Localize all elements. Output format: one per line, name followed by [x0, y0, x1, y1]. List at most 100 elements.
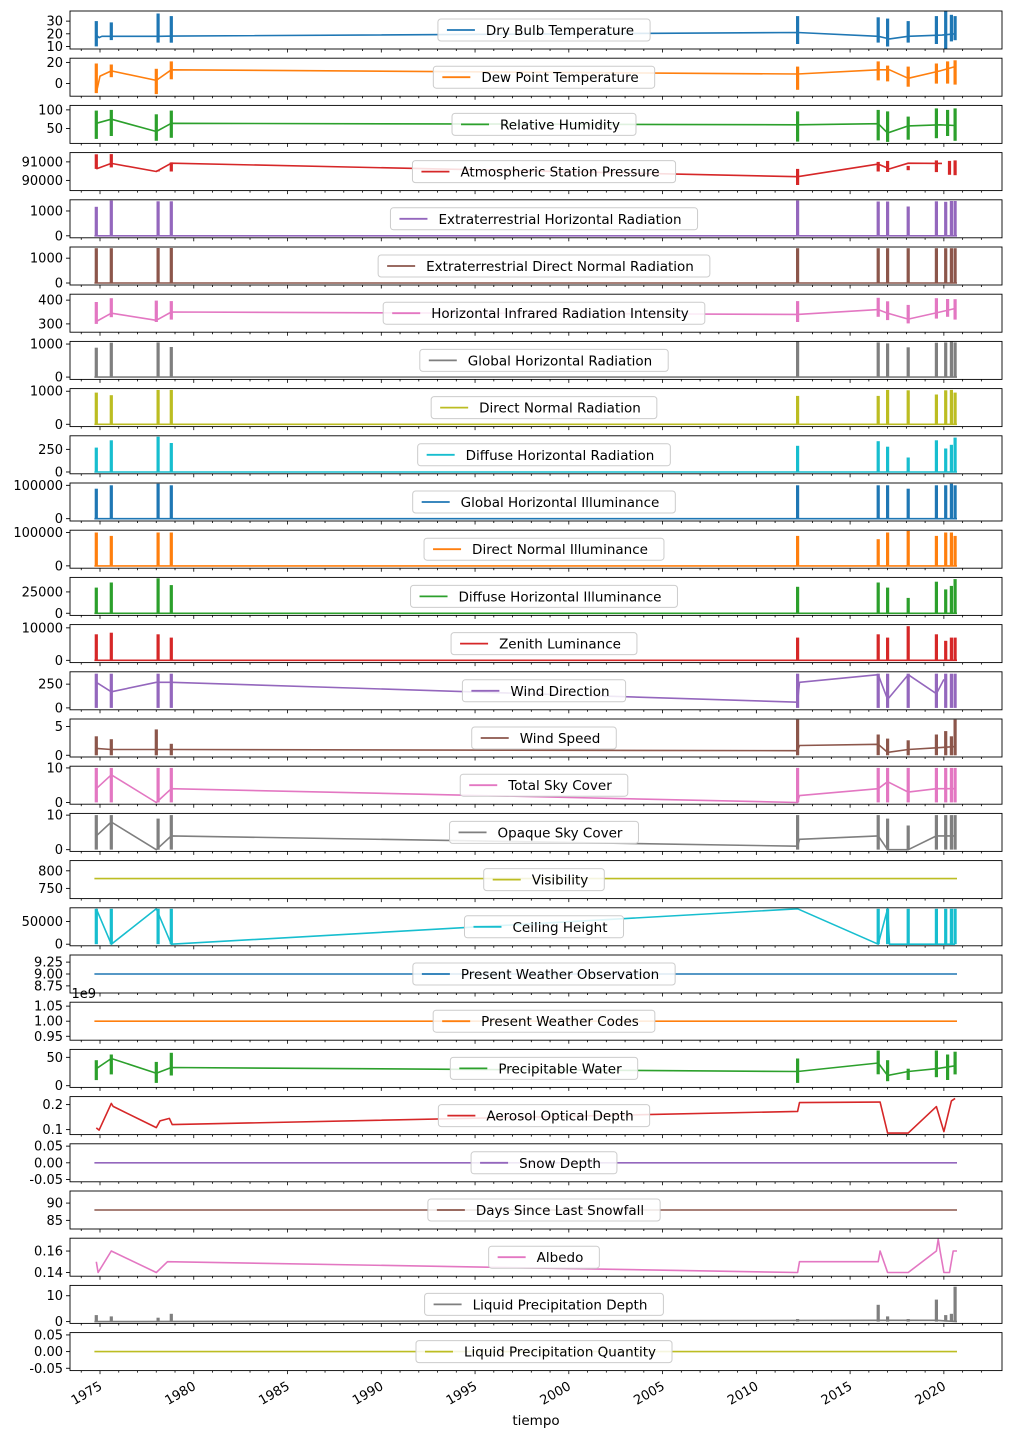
data-spike [934, 634, 938, 661]
data-spike [796, 445, 800, 472]
data-spike [796, 111, 800, 142]
y-tick-label: 0 [55, 559, 63, 574]
data-spike [169, 110, 173, 138]
data-spike [94, 447, 98, 472]
data-spike [169, 673, 173, 708]
subplot-20: 9.259.008.75 Present Weather Observation [34, 954, 1003, 997]
data-spike [876, 734, 880, 756]
plot-area [94, 341, 957, 378]
legend-label: Aerosol Optical Depth [486, 1109, 633, 1125]
y-tick-label: 800 [38, 864, 63, 879]
data-spike [876, 109, 880, 141]
data-spike [154, 68, 158, 95]
y-tick-label: 50 [46, 122, 63, 137]
data-spike [906, 304, 910, 324]
data-spike [906, 347, 910, 377]
data-spike [796, 301, 800, 322]
legend: Precipitable Water [449, 1056, 639, 1080]
y-tick-label: 0.1 [42, 1123, 63, 1138]
legend: Horizontal Infrared Radiation Intensity [382, 301, 706, 325]
data-spike [934, 673, 938, 708]
y-tick-label: 0 [55, 1079, 63, 1094]
data-spike [934, 394, 938, 425]
plot-area [95, 1238, 957, 1274]
y-tick-label: 1.00 [34, 1015, 63, 1030]
y-tick-label: 0 [55, 749, 63, 764]
data-spike [906, 457, 910, 472]
data-spike [906, 21, 910, 43]
data-spike [156, 673, 160, 708]
data-spike [934, 298, 938, 319]
y-tick-label: 100000 [13, 479, 63, 494]
legend: Opaque Sky Cover [449, 820, 639, 844]
data-spike [169, 485, 173, 519]
data-spike [876, 1304, 880, 1322]
data-spike [94, 587, 98, 614]
data-spike [156, 532, 160, 566]
data-spike [946, 1054, 950, 1080]
y-tick-label: 30 [46, 15, 63, 30]
data-spike [953, 1286, 957, 1322]
data-spike [169, 1313, 173, 1322]
subplot-frame [69, 482, 1003, 522]
data-spike [886, 673, 890, 708]
data-spike [796, 637, 800, 661]
data-spike [934, 767, 938, 803]
data-spike [953, 160, 957, 176]
data-spike [94, 1060, 98, 1081]
legend-label: Diffuse Horizontal Illuminance [459, 589, 662, 605]
data-spike [934, 16, 938, 44]
data-spike [876, 297, 880, 317]
data-spike [876, 342, 880, 378]
series-line [95, 307, 956, 323]
subplot-8: 1000 0 Direct Normal Radiation [30, 385, 1003, 433]
y-tick-label: 0.16 [34, 1245, 63, 1260]
data-spike [944, 201, 948, 236]
data-spike [876, 767, 880, 803]
y-tick-label: 100 [38, 103, 63, 118]
data-spike [169, 389, 173, 425]
data-spike [953, 908, 957, 945]
data-spike [949, 444, 953, 472]
y-tick-label: 250 [38, 678, 63, 693]
data-spike [796, 815, 800, 850]
legend: Present Weather Codes [432, 1009, 656, 1033]
legend-label: Opaque Sky Cover [498, 825, 623, 841]
data-spike [949, 389, 953, 425]
data-spike [946, 299, 950, 317]
legend: Aerosol Optical Depth [437, 1104, 651, 1128]
data-spike [944, 731, 948, 756]
legend-box [411, 160, 677, 184]
data-spike [934, 485, 938, 519]
data-spike [109, 440, 113, 472]
subplot-26: 0.16 0.14 Albedo [34, 1237, 1003, 1281]
y-tick-label: 10 [46, 809, 63, 824]
data-spike [156, 767, 160, 803]
data-spike [109, 342, 113, 378]
data-spike [156, 578, 160, 614]
data-spike [953, 248, 957, 283]
data-spike [886, 637, 890, 661]
subplot-frame [69, 435, 1003, 475]
y-tick-label: -0.05 [29, 1362, 63, 1377]
y-tick-label: 0 [55, 843, 63, 858]
data-spike [94, 21, 98, 47]
plot-area [94, 483, 957, 520]
data-spike [156, 201, 160, 236]
data-spike [876, 17, 880, 43]
data-spike [796, 719, 800, 756]
data-spike [949, 736, 953, 756]
data-spike [944, 589, 948, 614]
data-spike [169, 443, 173, 472]
x-tick-label: 1975 [69, 1379, 105, 1409]
y-tick-label: 0 [55, 371, 63, 386]
y-tick-label: 0.95 [34, 1030, 63, 1045]
legend-box [450, 632, 638, 656]
data-spike [796, 586, 800, 614]
data-spike [934, 1299, 938, 1322]
legend-box [432, 65, 656, 89]
legend-box [424, 1292, 664, 1316]
legend-box [419, 348, 669, 372]
data-spike [796, 767, 800, 803]
data-spike [934, 248, 938, 283]
